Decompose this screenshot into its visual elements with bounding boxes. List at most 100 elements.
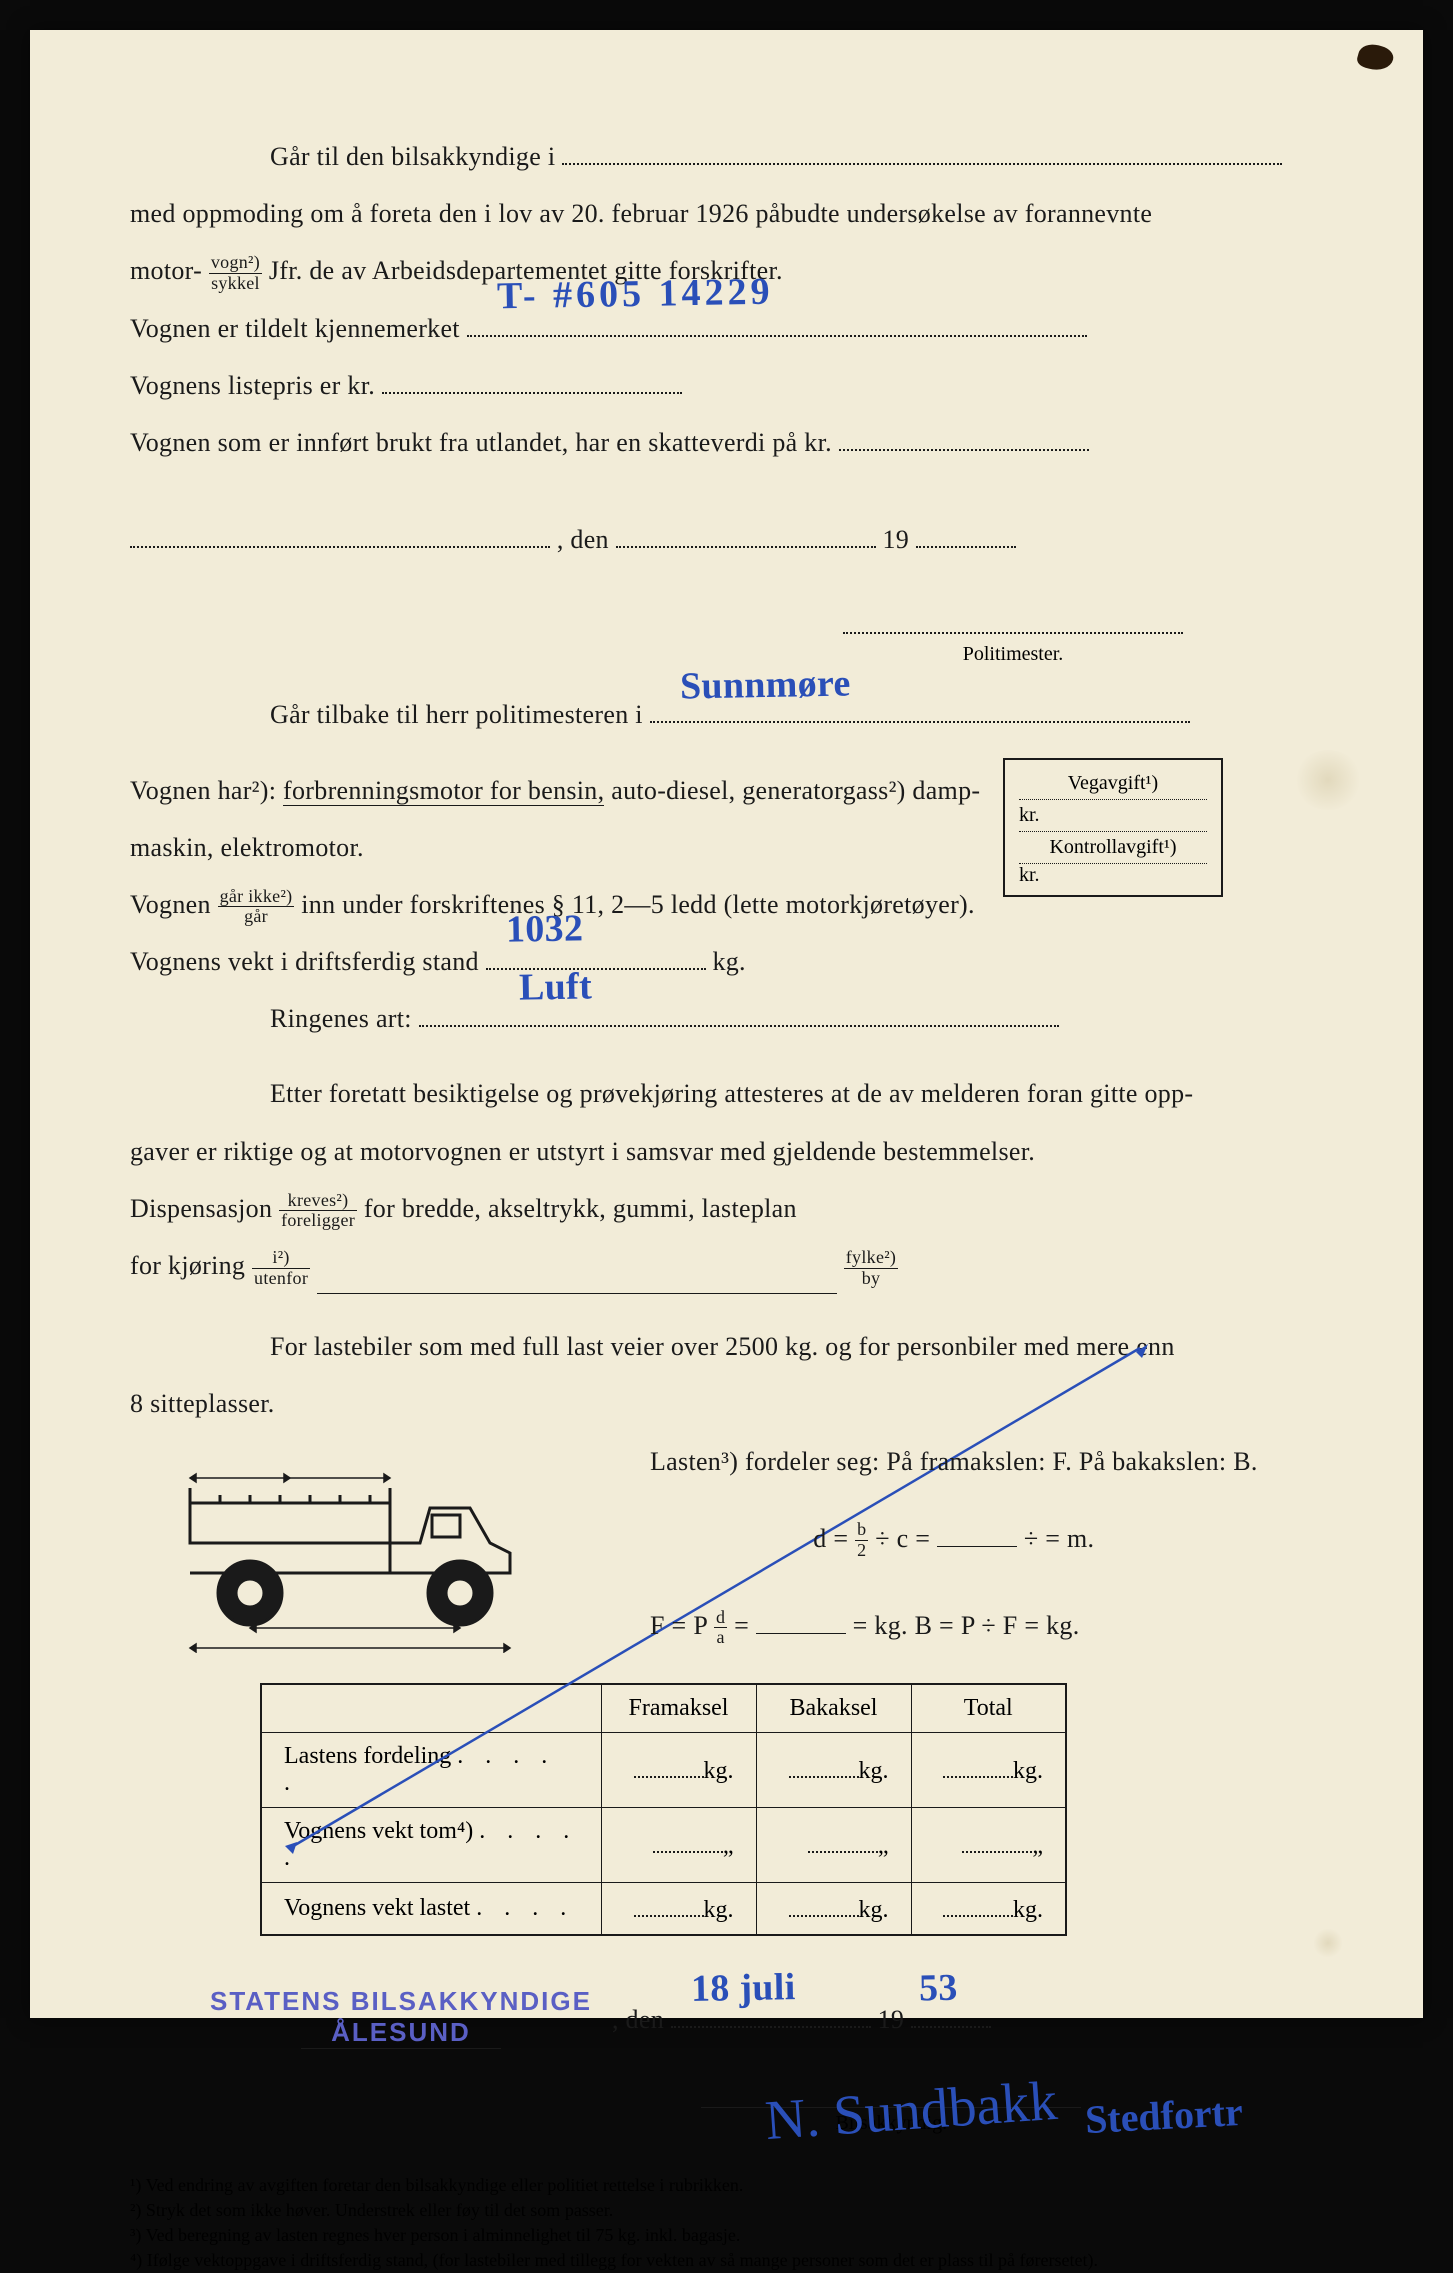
blank xyxy=(756,1633,846,1634)
frac-den: utenfor xyxy=(252,1269,310,1289)
footnote: ³) Ved beregning av lasten regnes hver p… xyxy=(130,2223,1323,2248)
blank-line xyxy=(562,139,1282,165)
fraction: kreves²) foreligger xyxy=(279,1191,357,1232)
table-row: Lastens fordeling . . . . . kg. kg. kg. xyxy=(261,1732,1066,1807)
frac-num: i²) xyxy=(252,1248,310,1269)
text: for bredde, akseltrykk, gummi, lasteplan xyxy=(364,1194,797,1223)
signature-2: Stedfortr xyxy=(1084,2087,1244,2142)
unit: kg. xyxy=(1013,1758,1043,1784)
weight-table: Framaksel Bakaksel Total Lastens fordeli… xyxy=(260,1683,1067,1936)
text: 19 xyxy=(882,525,909,554)
unit: kg. xyxy=(704,1897,734,1923)
year-blank: 53 xyxy=(911,2002,991,2028)
th-total: Total xyxy=(911,1684,1066,1733)
frac-den: by xyxy=(844,1269,898,1289)
fee-label: Kontrollavgift¹) xyxy=(1019,832,1207,864)
tires-handwritten: Luft xyxy=(518,945,592,1030)
unit: kg. xyxy=(859,1758,889,1784)
table-row: Vognens vekt lastet . . . . kg. kg. kg. xyxy=(261,1882,1066,1935)
frac-den: går xyxy=(218,907,295,927)
text: ÷ c = xyxy=(875,1524,930,1553)
text: = kg. B = P ÷ F = kg. xyxy=(853,1611,1080,1640)
frac-num: kreves²) xyxy=(279,1191,357,1212)
text: Vognen xyxy=(130,890,218,919)
frac-den: 2 xyxy=(855,1541,868,1561)
text: For lastebiler som med full last veier o… xyxy=(130,1318,1323,1375)
registration-blank: T- #605 14229 xyxy=(467,311,1087,337)
fee-label: Vegavgift¹) xyxy=(1019,768,1207,800)
text: Går til den bilsakkyndige i xyxy=(270,142,555,171)
attestation-section: Etter foretatt besiktigelse og prøvekjør… xyxy=(130,1065,1323,1294)
text: Dispensasjon xyxy=(130,1194,279,1223)
underlined-text: forbrenningsmotor for bensin, xyxy=(283,776,604,806)
frac-den: sykkel xyxy=(209,274,262,294)
fraction: d a xyxy=(714,1608,727,1649)
text: ÷ = m. xyxy=(1024,1524,1094,1553)
fraction: b 2 xyxy=(855,1520,868,1561)
politimester-section: Politimester. Går tilbake til herr polit… xyxy=(130,618,1323,743)
unit: „ xyxy=(723,1833,734,1859)
text: Vognens listepris er kr. xyxy=(130,371,375,400)
unit: kg. xyxy=(859,1897,889,1923)
frac-num: vogn²) xyxy=(209,253,262,274)
politimester-label: Politimester. xyxy=(843,639,1183,666)
text: d = xyxy=(813,1524,848,1553)
frac-den: a xyxy=(714,1628,727,1648)
date-blank xyxy=(616,522,876,548)
year-handwritten: 53 xyxy=(918,1946,958,2030)
fraction: går ikke²) går xyxy=(218,887,295,928)
intro-section: Går til den bilsakkyndige i med oppmodin… xyxy=(130,128,1323,471)
blank-line xyxy=(839,425,1089,451)
registration-handwritten: T- #605 14229 xyxy=(496,251,774,339)
tires-blank: Luft xyxy=(419,1001,1059,1027)
frac-den: foreligger xyxy=(279,1211,357,1231)
th-framaksel: Framaksel xyxy=(601,1684,756,1733)
text: motor- xyxy=(130,256,202,285)
year-blank xyxy=(916,522,1016,548)
text: = xyxy=(734,1611,749,1640)
row-label: Vognens vekt lastet xyxy=(284,1895,470,1921)
blank-line xyxy=(382,368,682,394)
politimester-blank: Sunnmøre xyxy=(650,697,1190,723)
frac-num: b xyxy=(855,1520,868,1541)
fraction: i²) utenfor xyxy=(252,1248,310,1289)
frac-num: d xyxy=(714,1608,727,1629)
text: Vognen som er innført brukt fra utlandet… xyxy=(130,428,832,457)
text: , den xyxy=(612,2005,664,2034)
date-blank: 18 juli xyxy=(671,2002,871,2028)
motor-section: Vegavgift¹) kr. Kontrollavgift¹) kr. Vog… xyxy=(130,762,1323,1048)
frac-num: går ikke²) xyxy=(218,887,295,908)
blank xyxy=(937,1546,1017,1547)
text: inn under forskriftenes § 11, 2—5 ledd (… xyxy=(301,890,975,919)
truck-section: For lastebiler som med full last veier o… xyxy=(130,1318,1323,1935)
row-label: Lastens fordeling xyxy=(284,1743,451,1769)
fee-kr: kr. xyxy=(1019,864,1207,887)
text: F = P xyxy=(650,1611,707,1640)
text: for kjøring xyxy=(130,1251,252,1280)
formula-block: Lasten³) fordeler seg: På framakslen: F.… xyxy=(650,1433,1258,1655)
unit: „ xyxy=(1032,1833,1043,1859)
footnotes: ¹) Ved endring av avgiften foretar den b… xyxy=(130,2173,1323,2273)
frac-num: fylke²) xyxy=(844,1248,898,1269)
fraction: fylke²) by xyxy=(844,1248,898,1289)
text: gaver er riktige og at motorvognen er ut… xyxy=(130,1123,1323,1180)
unit: „ xyxy=(878,1833,889,1859)
text: Etter foretatt besiktigelse og prøvekjør… xyxy=(130,1065,1323,1122)
th-bakaksel: Bakaksel xyxy=(756,1684,911,1733)
signature: N. Sundbakk xyxy=(763,2068,1059,2152)
fee-kr: kr. xyxy=(1019,800,1207,832)
footnote: ¹) Ved endring av avgiften foretar den b… xyxy=(130,2173,1323,2198)
blank-line xyxy=(317,1293,837,1294)
fee-box: Vegavgift¹) kr. Kontrollavgift¹) kr. xyxy=(1003,758,1223,897)
text: Ringenes art: xyxy=(270,1004,412,1033)
text: Vognens vekt i driftsferdig stand xyxy=(130,947,479,976)
signature-section: STATENS BILSAKKYNDIGE ÅLESUND , den 18 j… xyxy=(130,1986,1323,2143)
date-handwritten: 18 juli xyxy=(690,1946,796,2031)
text: 8 sitteplasser. xyxy=(130,1375,1323,1432)
text: Vognen er tildelt kjennemerket xyxy=(130,314,460,343)
document-page: Går til den bilsakkyndige i med oppmodin… xyxy=(30,30,1423,2018)
date-row: , den 19 xyxy=(130,511,1323,568)
text: , den xyxy=(557,525,609,554)
text: kg. xyxy=(712,947,745,976)
blank-line xyxy=(843,618,1183,634)
